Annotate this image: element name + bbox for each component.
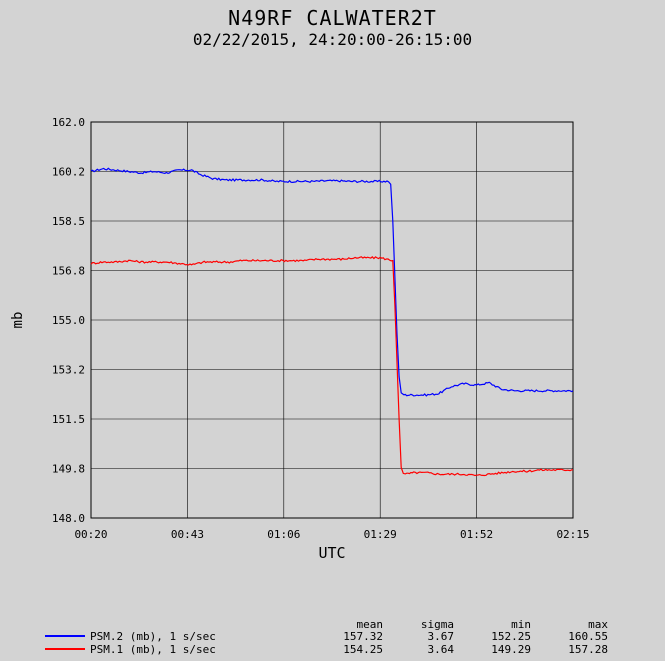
series-line-psm2 — [90, 167, 574, 397]
x-tick-label: 02:15 — [556, 528, 589, 541]
y-tick-label: 155.0 — [52, 314, 85, 327]
stats-header-min: min — [511, 618, 531, 631]
y-tick-label: 153.2 — [52, 364, 85, 377]
legend-swatch-psm2 — [45, 635, 85, 637]
stats-header-sigma: sigma — [420, 618, 454, 631]
legend-swatch-psm1 — [45, 648, 85, 650]
y-tick-label: 158.5 — [52, 215, 85, 228]
x-tick-label: 00:20 — [74, 528, 107, 541]
stats-psm1-max: 157.28 — [568, 643, 608, 656]
stats-psm2-min: 152.25 — [491, 630, 531, 643]
y-tick-label: 151.5 — [52, 413, 85, 426]
series-line-psm1 — [90, 255, 573, 477]
stats-psm2-mean: 157.32 — [343, 630, 383, 643]
y-tick-label: 162.0 — [52, 116, 85, 129]
chart-title: N49RF CALWATER2T — [228, 6, 437, 30]
plot-frame — [90, 121, 574, 519]
x-tick-label: 01:29 — [364, 528, 397, 541]
stats-psm1-mean: 154.25 — [343, 643, 383, 656]
y-tick-label: 156.8 — [52, 265, 85, 278]
stats-psm1-sigma: 3.64 — [427, 643, 455, 656]
legend-label-psm1: PSM.1 (mb), 1 s/sec — [90, 643, 216, 656]
x-tick-label: 01:52 — [460, 528, 493, 541]
x-tick-label: 01:06 — [267, 528, 300, 541]
stats-header-max: max — [588, 618, 608, 631]
stats-psm2-sigma: 3.67 — [427, 630, 455, 643]
stats-psm1-min: 149.29 — [491, 643, 531, 656]
y-tick-label: 160.2 — [52, 166, 85, 179]
x-tick-label: 00:43 — [171, 528, 204, 541]
legend-label-psm2: PSM.2 (mb), 1 s/sec — [90, 630, 216, 643]
y-tick-label: 149.8 — [52, 463, 85, 476]
stats-psm2-max: 160.55 — [568, 630, 608, 643]
stats-header-mean: mean — [356, 618, 384, 631]
chart-subtitle: 02/22/2015, 24:20:00-26:15:00 — [192, 30, 473, 49]
y-tick-label: 148.0 — [52, 512, 85, 525]
x-axis-label: UTC — [318, 544, 345, 562]
y-axis-label: mb — [10, 312, 26, 329]
